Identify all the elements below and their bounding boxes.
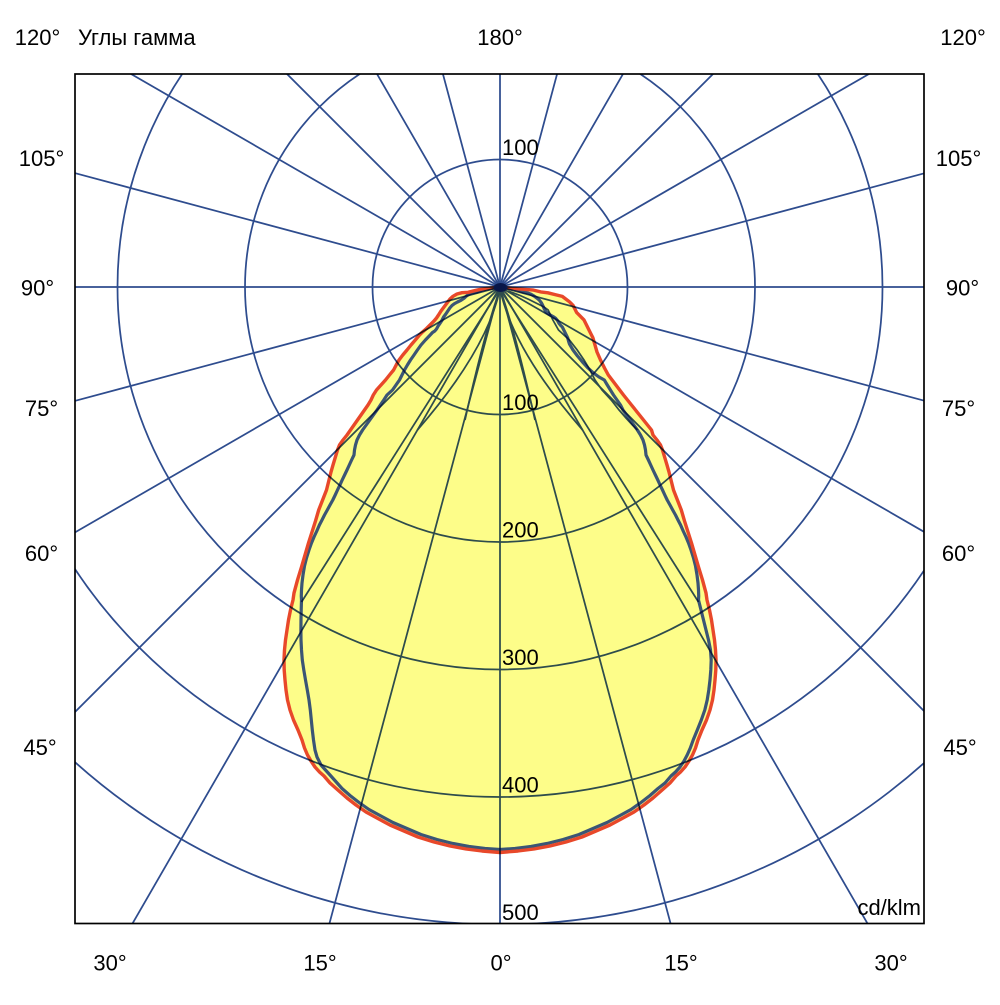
svg-text:500: 500	[502, 900, 539, 925]
svg-text:90°: 90°	[21, 276, 54, 301]
svg-text:Углы гамма: Углы гамма	[78, 25, 196, 50]
svg-text:100: 100	[502, 135, 539, 160]
svg-text:200: 200	[502, 518, 539, 543]
svg-text:30°: 30°	[874, 951, 907, 976]
svg-text:180°: 180°	[477, 25, 523, 50]
svg-text:15°: 15°	[664, 951, 697, 976]
svg-text:75°: 75°	[942, 396, 975, 421]
svg-text:45°: 45°	[943, 735, 976, 760]
svg-text:120°: 120°	[15, 25, 61, 50]
svg-text:90°: 90°	[946, 276, 979, 301]
svg-text:cd/klm: cd/klm	[857, 895, 921, 920]
svg-text:100: 100	[502, 390, 539, 415]
svg-text:15°: 15°	[303, 951, 336, 976]
svg-text:60°: 60°	[942, 541, 975, 566]
svg-text:60°: 60°	[25, 541, 58, 566]
svg-text:400: 400	[502, 773, 539, 798]
svg-text:75°: 75°	[25, 396, 58, 421]
svg-text:120°: 120°	[940, 25, 986, 50]
svg-text:105°: 105°	[936, 146, 982, 171]
svg-text:45°: 45°	[23, 735, 56, 760]
svg-text:300: 300	[502, 645, 539, 670]
svg-text:105°: 105°	[19, 146, 65, 171]
svg-text:30°: 30°	[93, 951, 126, 976]
svg-text:0°: 0°	[490, 951, 511, 976]
